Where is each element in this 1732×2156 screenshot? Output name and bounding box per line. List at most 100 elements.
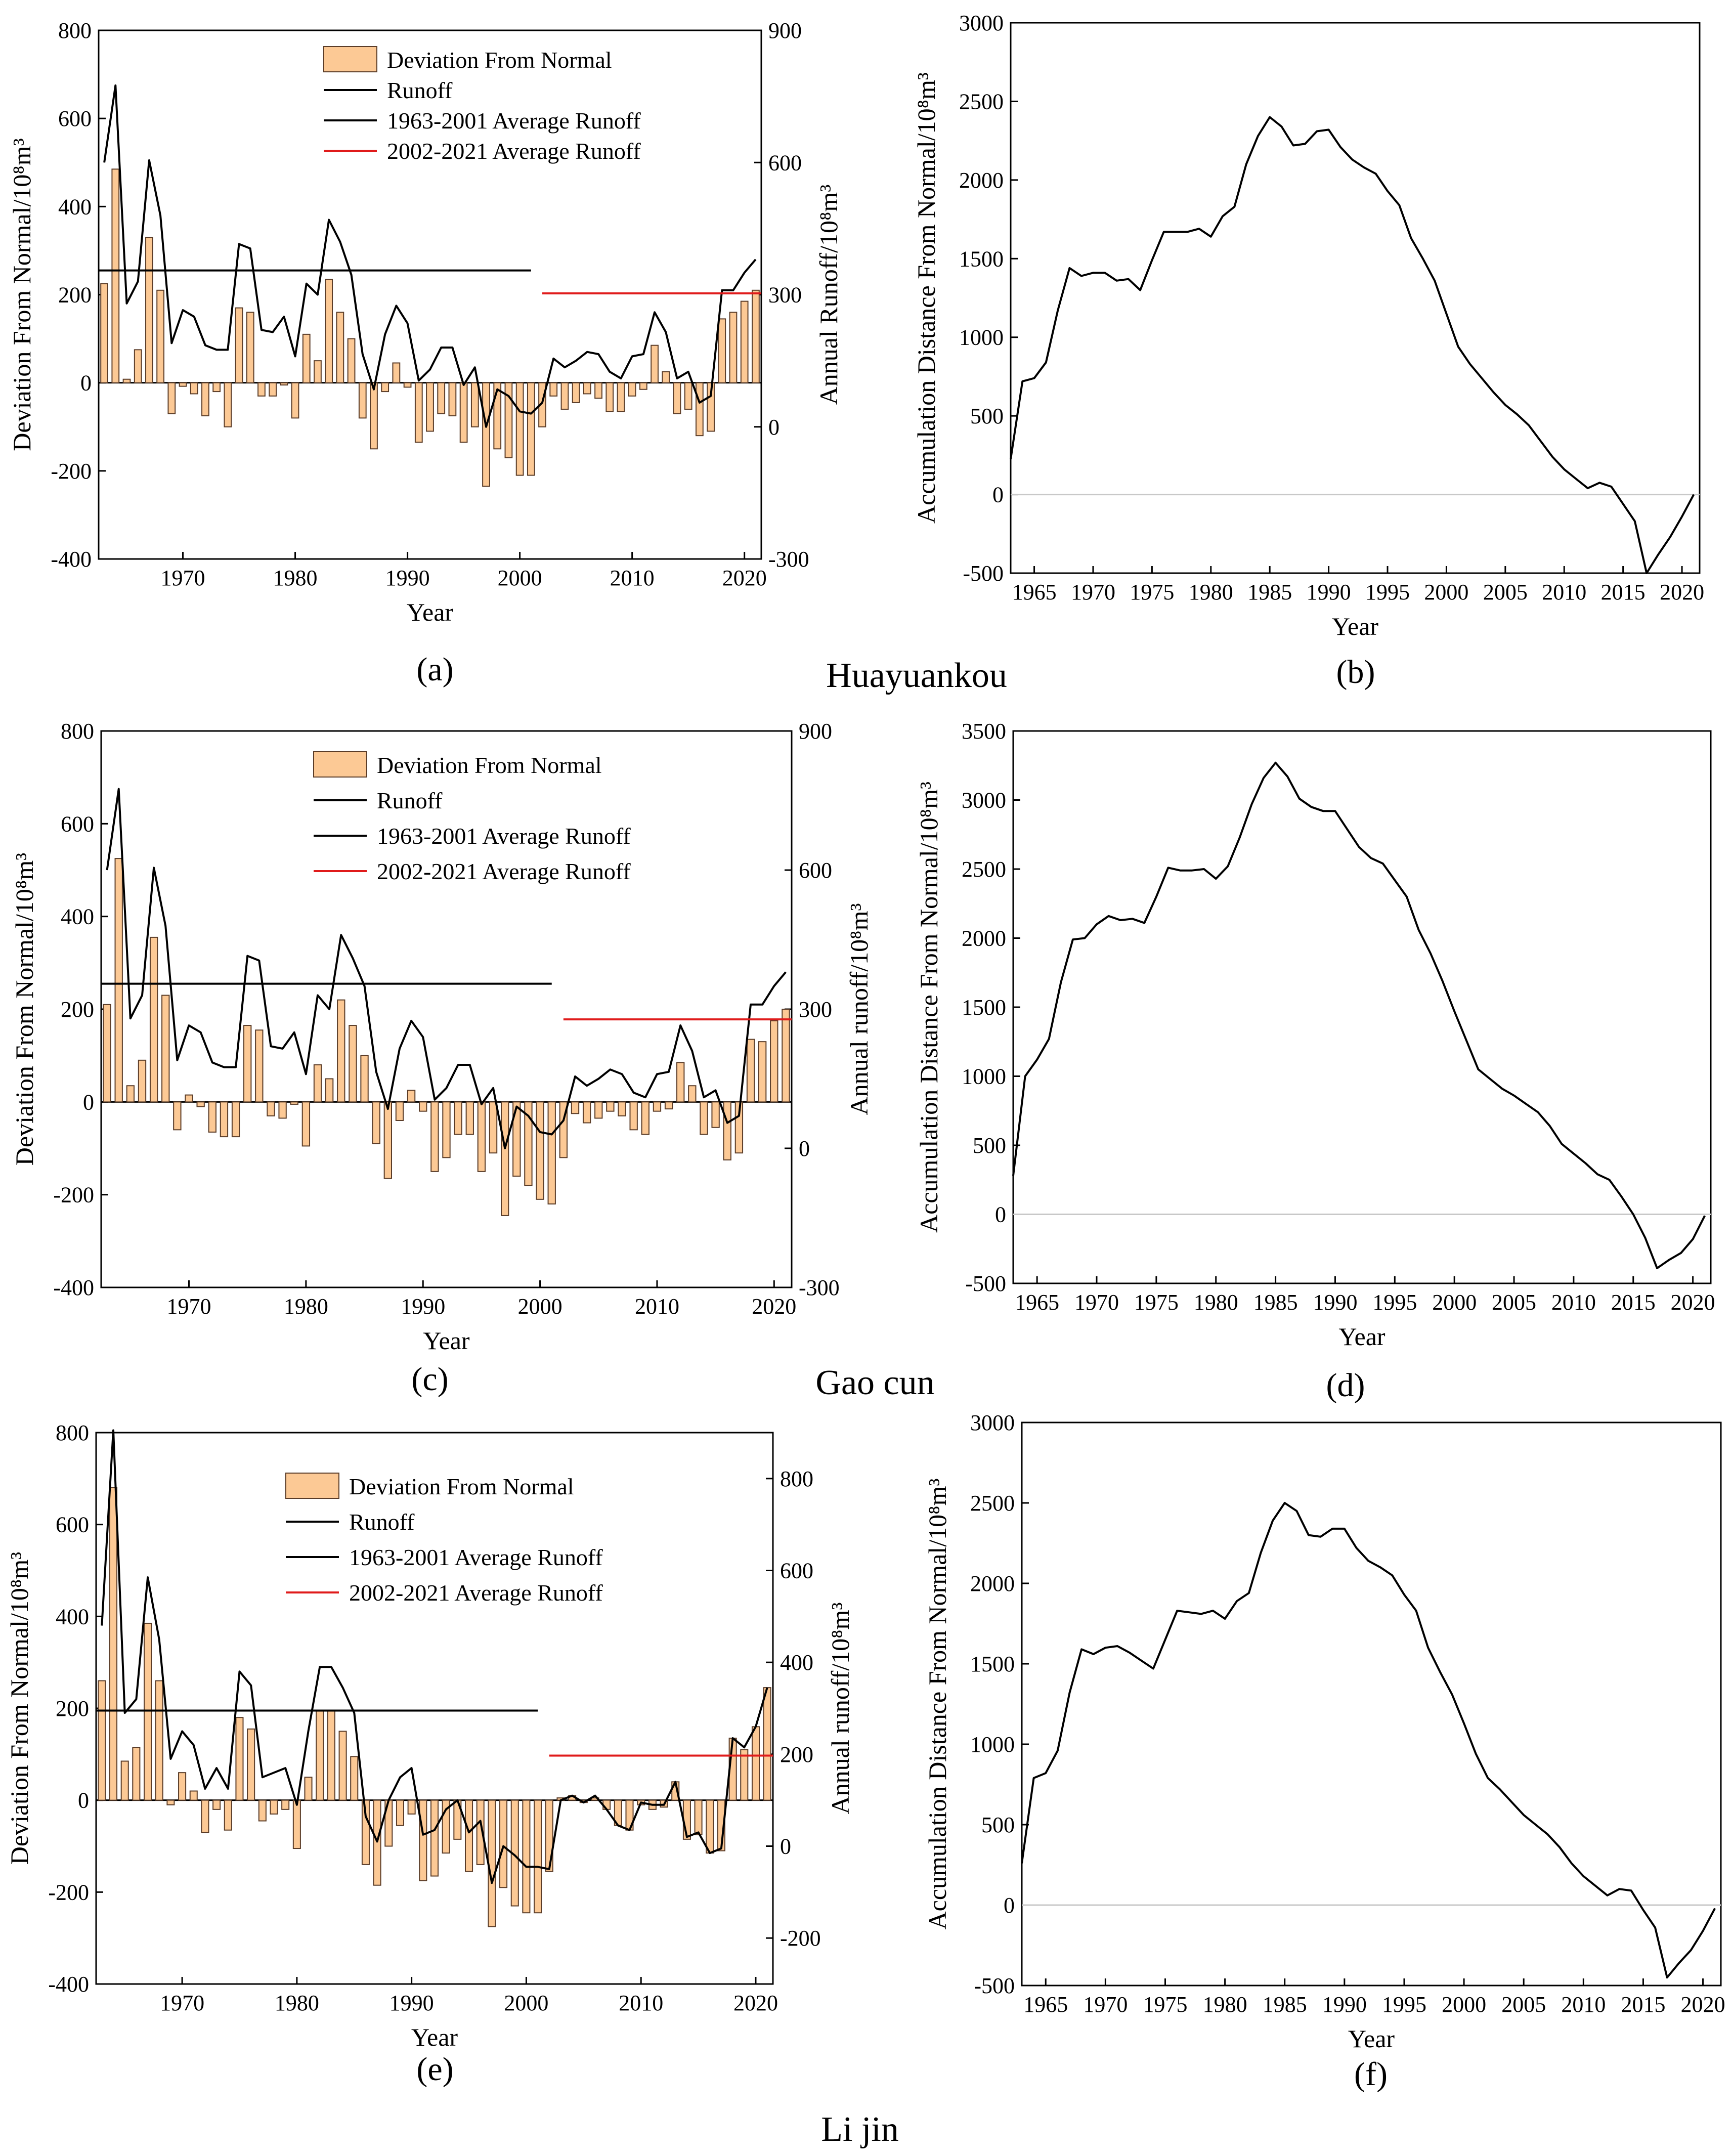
x-axis-label: Year — [1332, 612, 1378, 640]
y-tick-label: 0 — [83, 1090, 94, 1114]
chart-e: 1970 1980 1990 2000 2010 2020-400-20002004006… — [5, 1420, 854, 2088]
deviation-bar — [628, 382, 636, 397]
deviation-bar — [653, 1101, 662, 1112]
deviation-bar — [639, 382, 647, 390]
x-tick-label: 2010 — [1551, 1290, 1596, 1315]
y-tick-label: 200 — [58, 283, 92, 308]
y-tick-label: 400 — [56, 1604, 89, 1629]
plot-frame — [100, 730, 793, 1288]
x-tick-label: 2020 — [733, 1991, 778, 2015]
deviation-bar — [673, 382, 681, 414]
deviation-bar — [763, 1687, 771, 1801]
deviation-bar — [700, 1101, 708, 1135]
deviation-bar — [662, 371, 670, 383]
y-tick-label: 200 — [61, 997, 94, 1022]
deviation-bar — [524, 1101, 533, 1186]
deviation-bar — [208, 1101, 216, 1133]
x-tick-label: 2010 — [1561, 1992, 1606, 2017]
runoff-line — [103, 84, 757, 428]
deviation-bar — [751, 1726, 760, 1801]
deviation-bar — [617, 382, 625, 412]
deviation-bar — [361, 1799, 370, 1865]
chart-d: 1965 1970 1975 1980 1985 1990 1995 2000 2005 2010… — [915, 719, 1715, 1404]
x-tick-label: 2010 — [635, 1294, 679, 1319]
panel-label: (a) — [416, 651, 453, 688]
deviation-bar — [676, 1062, 685, 1103]
x-tick-label: 2010 — [610, 566, 655, 590]
deviation-bar — [337, 999, 345, 1103]
y-tick-label: -400 — [53, 1275, 94, 1300]
x-tick-label: 1990 — [1322, 1992, 1367, 2017]
deviation-bar — [459, 382, 468, 443]
y-tick-label: -400 — [51, 547, 92, 572]
x-tick-label: 1980 — [284, 1294, 328, 1319]
y-tick-label: -200 — [53, 1183, 94, 1208]
legend-label: 1963-2001 Average Runoff — [377, 823, 631, 849]
deviation-bar — [711, 1101, 720, 1128]
x-tick-label: 2010 — [619, 1991, 663, 2015]
deviation-bar — [243, 1025, 252, 1103]
legend-label: Deviation From Normal — [349, 1474, 574, 1499]
deviation-bar — [560, 382, 569, 410]
y-axis-label: Deviation From Normal/10⁸m³ — [10, 853, 38, 1166]
x-tick-label: 1970 — [160, 1991, 204, 2015]
y-tick-label: 2500 — [962, 857, 1006, 882]
deviation-bar — [327, 1710, 335, 1801]
deviation-bar — [407, 1090, 416, 1103]
legend: Deviation From Normal Runoff 1963-2001 Ave… — [285, 1473, 603, 1606]
deviation-bar — [235, 307, 243, 383]
legend-swatch-bar — [285, 1473, 339, 1499]
x-tick-label: 1975 — [1134, 1290, 1179, 1315]
deviation-bar — [549, 382, 558, 397]
deviation-bar — [729, 312, 738, 383]
legend-label: 1963-2001 Average Runoff — [387, 108, 641, 134]
deviation-bar — [103, 1004, 111, 1103]
deviation-bar — [185, 1094, 193, 1103]
y2-tick-label: 200 — [780, 1742, 813, 1767]
deviation-bar — [381, 382, 389, 393]
deviation-bar — [280, 382, 288, 386]
legend-label: Runoff — [387, 77, 453, 103]
station-label-lijin: Li jin — [821, 2110, 899, 2149]
legend-label: 2002-2021 Average Runoff — [387, 138, 641, 164]
deviation-bar — [718, 318, 726, 383]
deviation-bar — [134, 349, 142, 383]
deviation-bar — [618, 1101, 626, 1116]
x-tick-label: 1980 — [273, 566, 318, 590]
y2-tick-label: 600 — [799, 858, 832, 883]
x-tick-label: 2000 — [1442, 1992, 1486, 2017]
x-tick-label: 2005 — [1501, 1992, 1546, 2017]
deviation-bar — [372, 1101, 380, 1144]
deviation-bar — [488, 1799, 496, 1927]
x-tick-label: 2020 — [722, 566, 767, 590]
y-tick-label: 1500 — [970, 1652, 1015, 1676]
x-tick-label: 2000 — [1424, 580, 1468, 605]
deviation-bar — [407, 1799, 416, 1815]
deviation-bar — [707, 382, 715, 432]
deviation-bar — [358, 382, 367, 419]
deviation-bar — [695, 382, 704, 437]
deviation-bar — [120, 1760, 129, 1801]
deviation-bar — [257, 382, 266, 397]
y-axis-label: Deviation From Normal/10⁸m³ — [8, 138, 36, 451]
deviation-bar — [437, 382, 446, 414]
x-tick-label: 2000 — [1432, 1290, 1477, 1315]
deviation-bar — [196, 1101, 205, 1107]
deviation-bar — [515, 382, 524, 476]
legend-swatch-bar — [323, 46, 377, 72]
deviation-bar — [419, 1101, 427, 1112]
deviation-bar — [111, 168, 120, 383]
y-tick-label: 400 — [61, 904, 94, 929]
deviation-bar — [534, 1799, 542, 1914]
x-tick-label: 1995 — [1382, 1992, 1426, 2017]
x-tick-label: 1965 — [1012, 580, 1057, 605]
runoff-line — [106, 788, 787, 1149]
cumulative-line — [1012, 761, 1706, 1269]
x-tick-label: 2015 — [1621, 1992, 1665, 2017]
x-tick-label: 2005 — [1483, 580, 1528, 605]
y-axis-label: Accumulation Distance From Normal/10⁸m³ — [923, 1479, 951, 1930]
deviation-bar — [138, 1059, 147, 1103]
cumulative-line — [1021, 1502, 1716, 1979]
x-tick-label: 1970 — [161, 566, 205, 590]
